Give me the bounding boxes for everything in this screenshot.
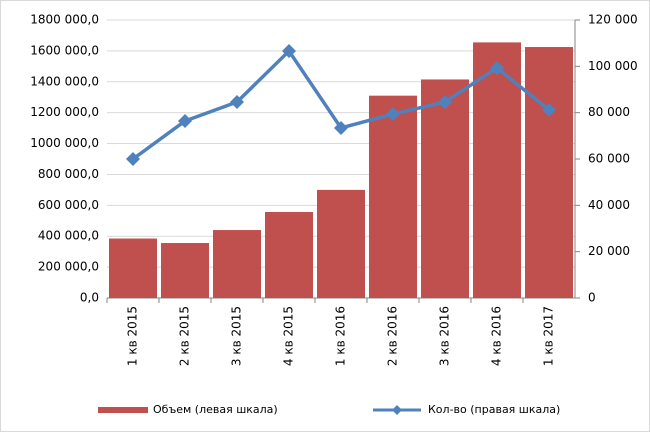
bar	[265, 211, 313, 298]
bar	[473, 42, 521, 299]
bar	[421, 79, 469, 298]
bar	[213, 230, 261, 298]
bar	[109, 238, 157, 298]
x-tick-label: 3 кв 2016	[438, 306, 452, 366]
x-tick-label: 1 кв 2017	[542, 306, 556, 366]
y2-tick-label: 20 000	[588, 244, 630, 258]
x-tick-label: 4 кв 2015	[282, 306, 296, 366]
legend-label: Объем (левая шкала)	[153, 403, 278, 416]
marker	[490, 60, 504, 75]
marker	[542, 102, 556, 117]
y-tick-label: 400 000,0	[38, 229, 99, 243]
y-tick-label: 600 000,0	[38, 198, 99, 212]
y-tick-label: 0,0	[80, 291, 99, 305]
y-tick-label: 200 000,0	[38, 260, 99, 274]
legend-label: Кол-во (правая шкала)	[428, 403, 560, 416]
marker	[230, 95, 244, 110]
legend-marker	[392, 405, 402, 415]
y2-tick-label: 80 000	[588, 105, 630, 119]
y2-tick-label: 0	[588, 291, 596, 305]
bar	[317, 189, 365, 298]
bar	[525, 47, 573, 299]
y-tick-label: 800 000,0	[38, 167, 99, 181]
marker	[438, 95, 452, 110]
legend-swatch	[98, 407, 148, 413]
x-tick-label: 1 кв 2015	[126, 306, 140, 366]
y-tick-label: 1000 000,0	[30, 136, 99, 150]
x-tick-label: 3 кв 2015	[230, 306, 244, 366]
x-tick-label: 1 кв 2016	[334, 306, 348, 366]
bar	[161, 243, 209, 298]
y2-tick-label: 40 000	[588, 198, 630, 212]
x-tick-label: 4 кв 2016	[490, 306, 504, 366]
y-tick-label: 1800 000,0	[30, 13, 99, 27]
y-tick-label: 1400 000,0	[30, 74, 99, 88]
marker	[126, 152, 140, 166]
y2-tick-label: 100 000	[588, 59, 638, 73]
x-tick-label: 2 кв 2015	[178, 306, 192, 366]
y2-tick-label: 120 000	[588, 13, 638, 27]
marker	[282, 44, 296, 59]
bar	[369, 95, 417, 298]
x-tick-label: 2 кв 2016	[386, 306, 400, 366]
y2-tick-label: 60 000	[588, 152, 630, 166]
marker	[386, 107, 400, 122]
y-tick-label: 1200 000,0	[30, 105, 99, 119]
y-tick-label: 1600 000,0	[30, 43, 99, 57]
marker	[178, 114, 192, 129]
marker	[334, 120, 348, 135]
